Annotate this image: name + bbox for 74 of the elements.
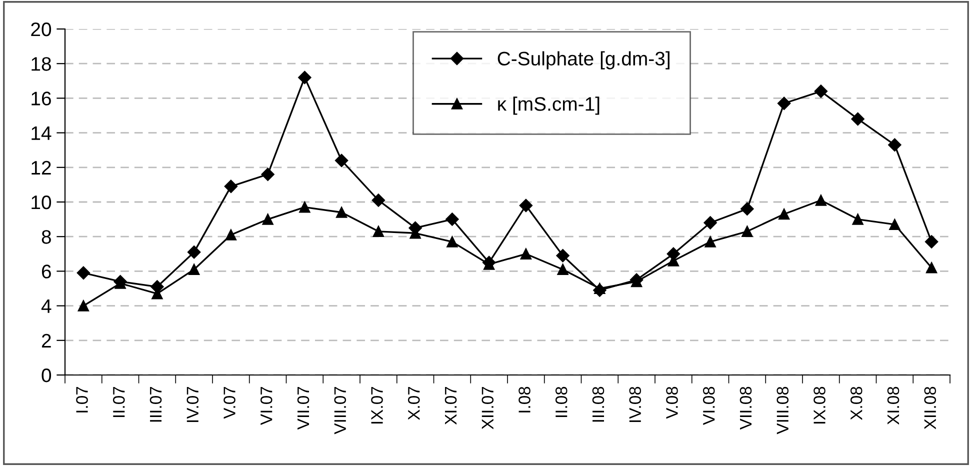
point [814, 84, 828, 98]
x-tick-label: VII.07 [297, 386, 310, 430]
point [372, 194, 386, 207]
x-tick-label: I.08 [518, 386, 530, 412]
point [76, 266, 90, 280]
x-tick-label: IX.08 [814, 386, 826, 424]
point [150, 280, 164, 294]
x-tick-label: VII.08 [740, 386, 752, 430]
point [704, 236, 716, 248]
point [851, 112, 864, 126]
x-tick-label: I.07 [76, 386, 88, 412]
point [888, 138, 902, 152]
point [446, 212, 459, 226]
x-tick-label: II.07 [112, 386, 125, 417]
point [704, 216, 717, 230]
point [299, 202, 310, 213]
point [520, 248, 532, 260]
point [188, 264, 200, 276]
y-tick-label: 4 [41, 299, 52, 313]
x-tick-label: VIII.08 [776, 386, 789, 434]
x-tick-label: XII.08 [924, 386, 936, 430]
x-tick-label: X.07 [408, 386, 420, 420]
point [298, 70, 312, 84]
point [742, 226, 753, 237]
x-tick-label: IX.07 [371, 386, 383, 424]
point [224, 180, 238, 194]
point [556, 249, 570, 262]
x-tick-label: XII.07 [482, 386, 494, 430]
legend-label: κ [mS.cm-1] [498, 96, 600, 115]
point [446, 236, 458, 248]
y-tick-label: 20 [31, 22, 52, 36]
point [557, 264, 568, 276]
x-tick-label: XI.07 [444, 386, 457, 425]
x-tick-label: III.07 [150, 386, 162, 422]
x-tick-label: V.07 [224, 386, 236, 419]
y-tick-label: 10 [32, 195, 52, 210]
legend-label: C-Sulphate [g.dm-3] [498, 51, 670, 70]
y-tick-label: 0 [42, 368, 52, 382]
x-tick-label: VI.08 [702, 386, 715, 425]
x-tick-label: IV.08 [629, 386, 642, 422]
point [519, 198, 533, 212]
x-tick-label: IV.07 [186, 386, 199, 422]
y-tick-label: 14 [32, 126, 52, 140]
x-tick-label: VI.07 [260, 386, 272, 425]
x-tick-label: II.08 [555, 386, 568, 417]
point [889, 218, 900, 230]
point [78, 300, 89, 312]
y-tick-label: 12 [32, 160, 51, 174]
x-tick-label: V.08 [666, 386, 678, 419]
point [593, 284, 606, 297]
y-tick-label: 6 [42, 264, 51, 278]
point [225, 229, 236, 240]
point [926, 262, 938, 274]
point [334, 154, 348, 168]
point [778, 208, 790, 220]
x-tick-label: III.08 [592, 386, 604, 422]
point [372, 226, 384, 237]
y-tick-label: 2 [42, 334, 51, 348]
point [262, 214, 274, 225]
y-tick-label: 18 [32, 57, 51, 71]
point [740, 202, 754, 216]
point [852, 214, 864, 225]
x-tick-label: VIII.07 [334, 386, 346, 434]
x-tick-label: XI.08 [887, 386, 900, 425]
point [924, 235, 938, 248]
x-tick-label: X.08 [850, 386, 862, 420]
y-tick-label: 8 [42, 230, 51, 244]
point [815, 194, 826, 206]
point [261, 168, 274, 181]
point [336, 206, 348, 218]
y-tick-label: 16 [32, 92, 51, 106]
point [187, 246, 201, 259]
point [777, 96, 791, 110]
point [666, 247, 680, 260]
